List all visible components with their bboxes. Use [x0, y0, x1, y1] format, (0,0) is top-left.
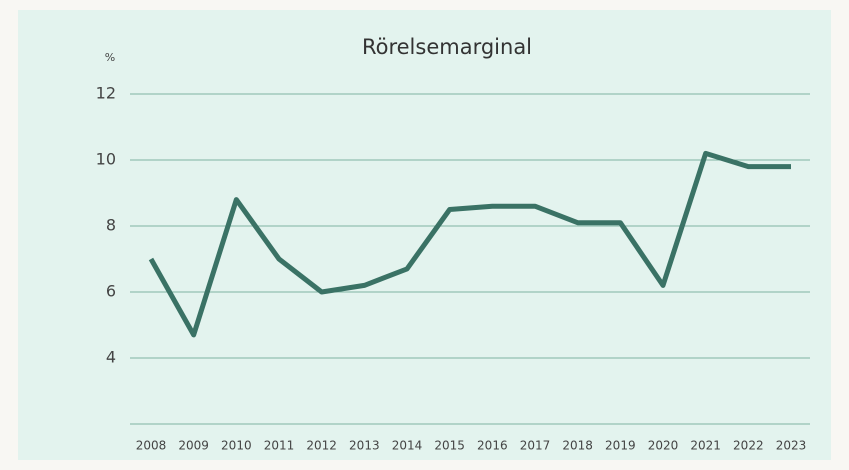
y-tick-label: 4: [106, 348, 116, 367]
x-tick-label: 2022: [733, 439, 764, 453]
x-tick-label: 2018: [562, 439, 593, 453]
x-tick-label: 2016: [477, 439, 508, 453]
x-tick-label: 2014: [392, 439, 423, 453]
x-tick-label: 2023: [776, 439, 807, 453]
x-tick-label: 2008: [136, 439, 167, 453]
x-tick-label: 2011: [264, 439, 295, 453]
y-tick-label: 10: [96, 150, 116, 169]
x-tick-label: 2019: [605, 439, 636, 453]
y-tick-label: 12: [96, 84, 116, 103]
y-axis-label: %: [105, 51, 115, 64]
y-tick-label: 8: [106, 216, 116, 235]
x-tick-label: 2017: [520, 439, 551, 453]
x-tick-label: 2020: [648, 439, 679, 453]
y-tick-label: 6: [106, 282, 116, 301]
x-tick-label: 2015: [434, 439, 465, 453]
x-tick-label: 2009: [178, 439, 209, 453]
x-tick-label: 2012: [306, 439, 337, 453]
x-tick-label: 2021: [690, 439, 721, 453]
data-line: [148, 150, 791, 338]
chart-panel: [18, 10, 831, 460]
chart-title: Rörelsemarginal: [362, 35, 532, 59]
x-tick-label: 2013: [349, 439, 380, 453]
x-tick-label: 2010: [221, 439, 252, 453]
